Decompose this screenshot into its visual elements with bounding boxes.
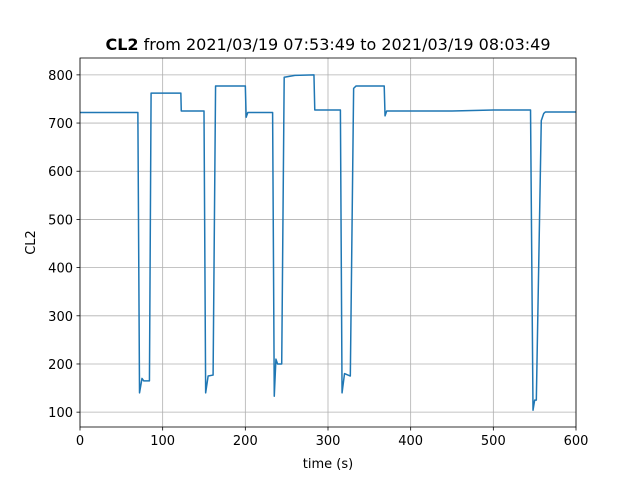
x-tick-label: 500 bbox=[481, 434, 506, 449]
y-tick-label: 400 bbox=[48, 262, 73, 277]
y-tick-label: 100 bbox=[48, 406, 73, 421]
grid bbox=[79, 58, 577, 427]
y-tick-label: 800 bbox=[48, 69, 73, 84]
title-bold: CL2 bbox=[105, 35, 138, 54]
title-rest: from 2021/03/19 07:53:49 to 2021/03/19 0… bbox=[144, 35, 551, 54]
y-tick-label: 300 bbox=[48, 310, 73, 325]
ticks: 0 100 200 300 400 500 600100200300400500600700… bbox=[48, 69, 588, 449]
x-tick-label: 300 bbox=[316, 434, 341, 449]
y-tick-label: 700 bbox=[48, 117, 73, 132]
y-tick-label: 500 bbox=[48, 213, 73, 228]
x-tick-label: 100 bbox=[150, 434, 175, 449]
y-axis-label: CL2 bbox=[24, 230, 39, 255]
x-tick-label: 200 bbox=[233, 434, 258, 449]
y-tick-label: 600 bbox=[48, 165, 73, 180]
x-axis-label: time (s) bbox=[303, 457, 353, 472]
x-tick-label: 600 bbox=[564, 434, 589, 449]
plot-area bbox=[80, 74, 576, 411]
chart-title: CL2 from 2021/03/19 07:53:49 to 2021/03/… bbox=[105, 35, 550, 54]
x-tick-label: 400 bbox=[398, 434, 423, 449]
x-tick-label: 0 bbox=[76, 434, 84, 449]
data-line bbox=[80, 74, 576, 411]
y-tick-label: 200 bbox=[48, 358, 73, 373]
